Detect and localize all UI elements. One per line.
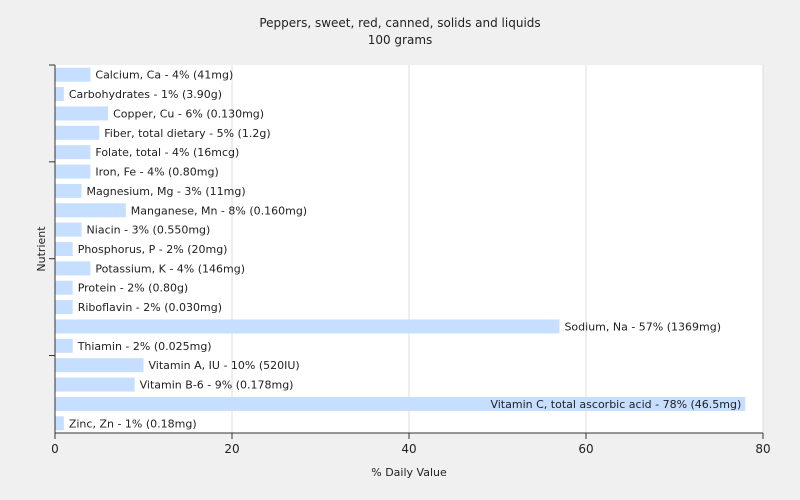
bar-label: Zinc, Zn - 1% (0.18mg) xyxy=(69,417,197,430)
bar xyxy=(55,319,560,334)
bar-label: Protein - 2% (0.80g) xyxy=(78,282,189,295)
x-axis-label: % Daily Value xyxy=(371,466,447,479)
bar-label: Calcium, Ca - 4% (41mg) xyxy=(95,69,233,82)
bar xyxy=(55,300,73,315)
y-axis-label: Nutrient xyxy=(35,226,48,272)
bar xyxy=(55,164,91,179)
bar-label: Phosphorus, P - 2% (20mg) xyxy=(78,243,228,256)
bar xyxy=(55,242,73,256)
bar-label: Folate, total - 4% (16mcg) xyxy=(95,146,239,159)
bar-label: Magnesium, Mg - 3% (11mg) xyxy=(87,185,246,198)
bar xyxy=(55,183,82,198)
bar xyxy=(55,106,109,121)
bar xyxy=(55,358,144,373)
bar-label: Fiber, total dietary - 5% (1.2g) xyxy=(104,127,270,140)
bar-label: Vitamin B-6 - 9% (0.178mg) xyxy=(140,379,294,392)
bar-label: Riboflavin - 2% (0.030mg) xyxy=(78,301,222,314)
bar xyxy=(55,261,91,276)
bar-label: Carbohydrates - 1% (3.90g) xyxy=(69,88,222,101)
bar xyxy=(55,87,64,102)
bar xyxy=(55,222,82,237)
bar-label: Copper, Cu - 6% (0.130mg) xyxy=(113,107,264,120)
bar-label: Vitamin C, total ascorbic acid - 78% (46… xyxy=(490,398,741,411)
x-tick-label: 20 xyxy=(224,442,239,456)
bar xyxy=(55,396,746,411)
axes: 0 20 40 60 80 xyxy=(49,64,771,456)
bar xyxy=(55,280,73,295)
gridlines xyxy=(231,65,764,433)
bar-label: Sodium, Na - 57% (1369mg) xyxy=(564,320,721,333)
chart-title: Peppers, sweet, red, canned, solids and … xyxy=(259,16,540,30)
bar-label: Iron, Fe - 4% (0.80mg) xyxy=(95,166,218,179)
x-tick-label: 60 xyxy=(578,442,593,456)
bar xyxy=(55,125,100,140)
bar xyxy=(55,377,135,392)
bar-label: Thiamin - 2% (0.025mg) xyxy=(77,340,212,353)
bars: Calcium, Ca - 4% (41mg) Carbohydrates - 1… xyxy=(55,67,746,431)
bar xyxy=(55,203,126,218)
bar-label: Potassium, K - 4% (146mg) xyxy=(95,262,245,275)
bar xyxy=(55,416,64,431)
bar-label: Manganese, Mn - 8% (0.160mg) xyxy=(131,204,307,217)
bar xyxy=(55,145,91,160)
bar xyxy=(55,338,73,353)
x-tick-label: 80 xyxy=(755,442,770,456)
chart-subtitle: 100 grams xyxy=(368,33,433,47)
bar xyxy=(55,67,91,82)
bar-label: Niacin - 3% (0.550mg) xyxy=(87,224,211,237)
x-tick-label: 0 xyxy=(51,442,59,456)
x-tick-label: 40 xyxy=(401,442,416,456)
bar-label: Vitamin A, IU - 10% (520IU) xyxy=(149,359,300,372)
